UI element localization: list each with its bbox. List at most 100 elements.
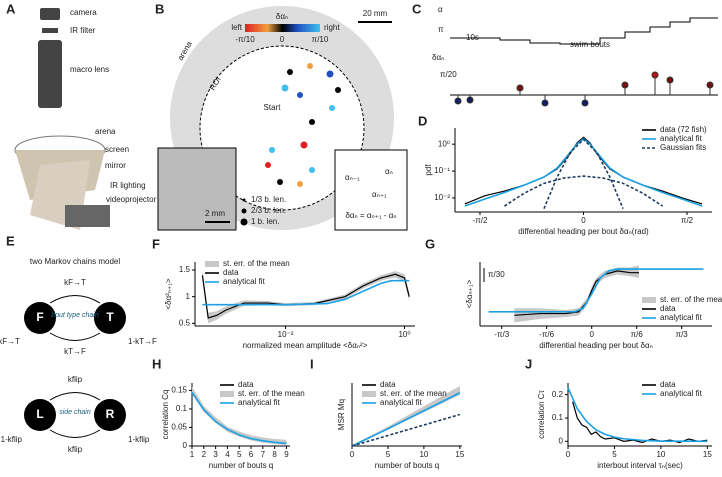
x-tick-label: 4 [225, 450, 230, 459]
panel-letter: A [6, 1, 16, 16]
y-axis-label: pdf [424, 164, 433, 176]
trajectory [265, 63, 341, 187]
legend-label: data [380, 380, 396, 389]
series-line [543, 138, 624, 209]
legend-label: analytical fit [380, 398, 423, 407]
panel-letter: J [525, 356, 532, 371]
label: kT→F [64, 347, 86, 356]
panel-letter: I [310, 356, 314, 371]
inset [334, 149, 408, 231]
series-line [488, 268, 704, 313]
label: kF→T [64, 278, 86, 287]
label: δαₙ [432, 53, 444, 62]
y-tick-label: 10⁰ [438, 139, 450, 148]
legend-swatch [205, 261, 219, 267]
label: 1-kT→F [128, 337, 157, 346]
x-tick-label: 0 [566, 450, 571, 459]
series-line [572, 401, 708, 444]
label: 1-kF→T [0, 337, 20, 346]
bout-stems [454, 71, 714, 107]
y-tick-label: 0.05 [171, 423, 187, 432]
legend-label: st. err. of the mean [223, 259, 290, 268]
label: camera [70, 8, 97, 17]
label: macro lens [70, 65, 109, 74]
label: bout type chain [51, 312, 99, 319]
label: kflip [68, 445, 83, 454]
x-axis-label: differential heading per bout δαₙ(rad) [518, 227, 649, 236]
panel-letter: H [152, 356, 161, 371]
y-axis-label: <δα²ₙ₊₁> [164, 278, 173, 310]
label: swim bouts [570, 40, 610, 49]
label: left [231, 23, 242, 32]
heading-trace [450, 17, 718, 45]
label: 1/3 b. len. [251, 195, 286, 204]
x-tick-label: π/6 [631, 330, 644, 339]
label: 20 mm [363, 9, 388, 18]
series-line [351, 413, 461, 447]
x-axis-label: number of bouts q [375, 461, 439, 470]
series-line [351, 392, 461, 447]
x-tick-label: 5 [386, 450, 391, 459]
x-tick-label: 0 [350, 450, 355, 459]
node: L [36, 407, 43, 421]
x-tick-label: 1 [190, 450, 195, 459]
label: IR lighting [110, 181, 146, 190]
markov-diagram [24, 295, 126, 438]
label: 2 mm [205, 209, 225, 218]
legend-label: analytical fit [238, 398, 281, 407]
x-tick-label: π/3 [676, 330, 689, 339]
y-tick-label: 0 [559, 436, 564, 445]
y-tick-label: 1.5 [179, 265, 191, 274]
scale-label: π/30 [488, 270, 505, 279]
label: π [438, 25, 444, 34]
roi [199, 45, 365, 211]
panel-letter: E [6, 233, 15, 248]
label: mirror [105, 161, 126, 170]
x-tick-label: 3 [213, 450, 218, 459]
x-tick-label: 5 [612, 450, 617, 459]
x-tick-label: 10⁰ [398, 330, 410, 339]
legend-label: st. err. of the mean [380, 389, 447, 398]
legend-label: data (72 fish) [660, 125, 707, 134]
label: 0 [280, 35, 285, 44]
label: αₙ [385, 167, 393, 176]
legend-label: analytical fit [660, 313, 703, 322]
y-tick-label: 10⁻² [434, 193, 450, 202]
y-axis-label: correlation Cτ [537, 389, 546, 438]
y-axis-label: <δαₙ₊₁> [465, 279, 474, 308]
size-key [240, 218, 248, 226]
x-tick-label: 0 [581, 216, 586, 225]
x-tick-label: 10 [419, 450, 428, 459]
y-tick-label: 0 [183, 441, 188, 450]
error-band [202, 270, 410, 324]
y-tick-label: 0.5 [179, 318, 191, 327]
label: 2/3 b. len. [251, 206, 286, 215]
label: -π/10 [235, 35, 255, 44]
label: screen [105, 145, 129, 154]
x-tick-label: 10 [656, 450, 665, 459]
x-tick-label: π/2 [681, 216, 694, 225]
x-tick-label: 10⁻² [278, 330, 294, 339]
series-line [514, 270, 639, 316]
label: side chain [59, 409, 91, 416]
label: αₙ₋₁ [345, 173, 360, 182]
label: αₙ₊₁ [372, 190, 387, 199]
label: right [324, 23, 340, 32]
legend-label: data [238, 380, 254, 389]
label: Start [264, 103, 282, 112]
colorbar [245, 24, 320, 32]
panel-letter: G [425, 236, 435, 251]
label: 1 b. len. [251, 217, 279, 226]
y-tick-label: 0.2 [552, 390, 564, 399]
node: R [106, 407, 115, 421]
series-line [191, 391, 287, 445]
y-tick-label: 0.1 [176, 404, 188, 413]
legend-swatch [642, 297, 656, 303]
y-tick-label: 0.15 [171, 386, 187, 395]
x-tick-label: 6 [249, 450, 254, 459]
y-tick-label: 10⁻¹ [434, 166, 450, 175]
label: δαₙ = αₙ₊₁ - αₙ [345, 211, 396, 220]
x-tick-label: 2 [202, 450, 207, 459]
